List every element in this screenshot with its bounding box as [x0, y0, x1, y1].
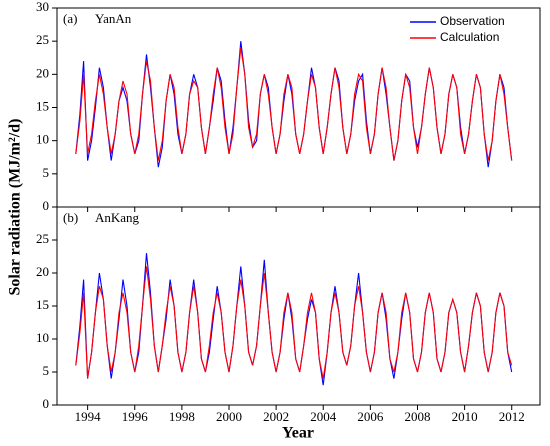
series-line [75, 266, 513, 379]
y-tick-label: 5 [43, 363, 50, 378]
x-tick-label: 1994 [75, 409, 102, 424]
y-tick-label: 15 [36, 297, 49, 312]
y-tick-label: 25 [36, 231, 49, 246]
x-tick-label: 2012 [499, 409, 525, 424]
x-tick-label: 2010 [452, 409, 478, 424]
x-axis-label: Year [282, 425, 314, 442]
y-tick-label: 20 [36, 264, 49, 279]
y-tick-label: 5 [43, 165, 50, 180]
series-line [75, 47, 513, 161]
panel-title: YanAn [95, 11, 132, 26]
y-tick-label: 10 [36, 330, 49, 345]
x-tick-label: 1998 [169, 409, 195, 424]
panel-label: (b) [63, 210, 78, 225]
y-axis-label: Solar radiation (MJ/m²/d) [7, 119, 24, 296]
y-tick-label: 0 [43, 396, 50, 411]
panel-label: (a) [63, 11, 77, 26]
y-tick-label: 15 [36, 98, 49, 113]
legend-label: Calculation [440, 30, 499, 44]
plot-frame [56, 206, 541, 406]
x-tick-label: 2004 [310, 409, 337, 424]
y-tick-label: 10 [36, 132, 49, 147]
x-tick-label: 2006 [357, 409, 384, 424]
y-tick-label: 25 [36, 32, 49, 47]
y-tick-label: 0 [43, 198, 50, 213]
x-tick-label: 2008 [404, 409, 430, 424]
x-tick-label: 2000 [216, 409, 242, 424]
y-tick-label: 30 [36, 0, 49, 14]
x-tick-label: 1996 [122, 409, 149, 424]
legend-label: Observation [440, 14, 505, 28]
x-tick-label: 2002 [263, 409, 289, 424]
y-tick-label: 20 [36, 65, 49, 80]
panel-title: AnKang [95, 210, 140, 225]
